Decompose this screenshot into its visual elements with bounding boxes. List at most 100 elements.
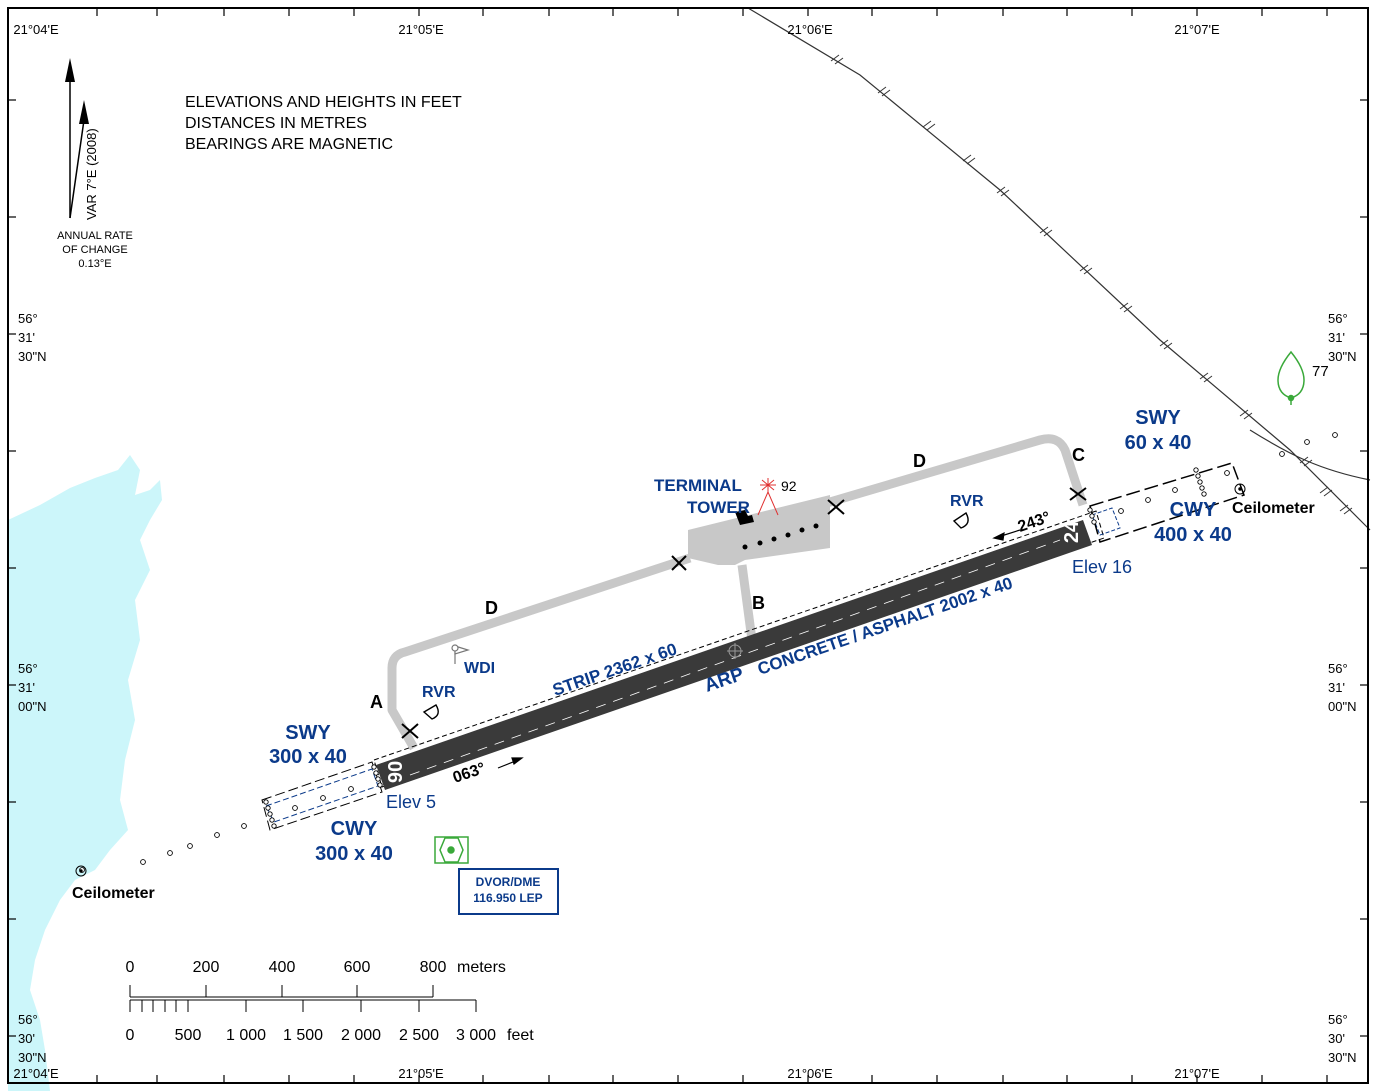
east-swy-title: SWY bbox=[1135, 407, 1181, 429]
taxiway-label-c: C bbox=[1072, 445, 1085, 465]
threshold-light bbox=[1201, 491, 1207, 497]
scale-m-unit: meters bbox=[457, 959, 506, 976]
threshold-light bbox=[263, 799, 269, 805]
navaid-type: DVOR/DME bbox=[476, 875, 541, 889]
approach-light bbox=[292, 805, 298, 811]
scale-m-400: 400 bbox=[269, 959, 296, 976]
threshold-light bbox=[1091, 519, 1097, 525]
east-swy-dims: 60 x 40 bbox=[1125, 432, 1192, 454]
west-cwy-title: CWY bbox=[331, 818, 378, 840]
scale-m-600: 600 bbox=[344, 959, 371, 976]
rail-tick bbox=[877, 86, 891, 97]
threshold-light bbox=[1197, 479, 1203, 485]
rail-tick bbox=[962, 154, 976, 165]
west-swy-title: SWY bbox=[285, 722, 331, 744]
lat-left-1-min: 31' bbox=[18, 330, 35, 345]
threshold-light bbox=[271, 823, 277, 829]
tower-label: TOWER bbox=[687, 498, 750, 517]
magnetic-variation: VAR 7°E (2008) bbox=[84, 128, 99, 220]
lat-left-2-sec: 00"N bbox=[18, 699, 46, 714]
obstacle-height: 77 bbox=[1312, 363, 1329, 380]
east-cwy-dims: 400 x 40 bbox=[1154, 524, 1232, 546]
lat-left-3: 56° 30' 30"N bbox=[18, 1012, 46, 1065]
rate-line-1: ANNUAL RATE bbox=[57, 230, 133, 242]
runway-designator-24: 24 bbox=[1061, 520, 1083, 543]
ceilometer-east-label: Ceilometer bbox=[1232, 500, 1315, 517]
rail-tick bbox=[1319, 486, 1333, 497]
rail-tick bbox=[922, 120, 936, 131]
taxiway-a-d bbox=[387, 553, 692, 751]
rail-tick bbox=[1239, 409, 1253, 420]
threshold-light bbox=[375, 776, 381, 782]
lat-left-2-deg: 56° bbox=[18, 661, 38, 676]
approach-light bbox=[1118, 508, 1124, 514]
approach-light bbox=[1224, 470, 1230, 476]
approach-light bbox=[214, 832, 220, 838]
scale-ft-500: 500 bbox=[175, 1027, 202, 1044]
rail-tick bbox=[1159, 339, 1173, 350]
approach-light bbox=[348, 786, 354, 792]
lat-right-1-deg: 56° bbox=[1328, 311, 1348, 326]
approach-light bbox=[140, 859, 146, 865]
east-cwy-title: CWY bbox=[1170, 499, 1217, 521]
lon-top-1: 21°04'E bbox=[13, 22, 59, 37]
rail-tick bbox=[1199, 372, 1213, 383]
threshold-light bbox=[1089, 513, 1095, 519]
taxiway-system bbox=[387, 434, 1088, 751]
threshold-light bbox=[269, 817, 275, 823]
terminal-building bbox=[735, 510, 754, 525]
lat-left-3-deg: 56° bbox=[18, 1012, 38, 1027]
lon-bottom-3: 21°06'E bbox=[787, 1066, 833, 1081]
lat-left-1: 56° 31' 30"N bbox=[18, 311, 46, 364]
lon-bottom-4: 21°07'E bbox=[1174, 1066, 1220, 1081]
runway-designator-06: 06 bbox=[383, 761, 405, 783]
approach-light bbox=[167, 850, 173, 856]
bearing-arrows bbox=[497, 529, 1021, 769]
lon-bottom-2: 21°05'E bbox=[398, 1066, 444, 1081]
approach-light bbox=[187, 843, 193, 849]
railway-line bbox=[747, 7, 1371, 531]
apron bbox=[688, 495, 830, 565]
threshold-light bbox=[1195, 473, 1201, 479]
taxiway-label-a: A bbox=[370, 692, 383, 712]
taxiway-label-d-east: D bbox=[913, 451, 926, 471]
threshold-light bbox=[1193, 467, 1199, 473]
tower-height: 92 bbox=[781, 478, 797, 494]
lat-left-1-deg: 56° bbox=[18, 311, 38, 326]
lat-left-3-min: 30' bbox=[18, 1031, 35, 1046]
rail-tick bbox=[1039, 226, 1053, 237]
threshold-light bbox=[371, 764, 377, 770]
note-bearings: BEARINGS ARE MAGNETIC bbox=[185, 136, 393, 153]
navaid-frequency: 116.950 LEP bbox=[473, 891, 542, 905]
rvr-symbols bbox=[422, 511, 969, 720]
scale-m-200: 200 bbox=[193, 959, 220, 976]
rail-tick bbox=[1079, 264, 1093, 275]
approach-light bbox=[1332, 432, 1338, 438]
rail-tick bbox=[830, 54, 844, 65]
threshold-light bbox=[1199, 485, 1205, 491]
holding-points bbox=[401, 487, 1087, 739]
taxiway-label-b: B bbox=[752, 593, 765, 613]
west-clearway bbox=[261, 761, 383, 831]
rate-value: 0.13°E bbox=[78, 258, 111, 270]
lat-right-1: 56° 31' 30"N bbox=[1328, 311, 1356, 364]
rail-tick bbox=[996, 186, 1010, 197]
scale-ft-2500: 2 500 bbox=[399, 1027, 439, 1044]
approach-light bbox=[1172, 487, 1178, 493]
rate-line-2: OF CHANGE bbox=[62, 244, 127, 256]
rail-tick bbox=[1339, 504, 1353, 515]
scale-ft-1000: 1 000 bbox=[226, 1027, 266, 1044]
threshold-light bbox=[267, 811, 273, 817]
taxiway-b bbox=[737, 564, 757, 641]
rail-tick bbox=[1299, 456, 1313, 467]
tree-obstacle bbox=[1277, 350, 1305, 405]
water-area bbox=[8, 455, 162, 1091]
threshold-light bbox=[377, 782, 383, 788]
railway-ticks bbox=[830, 54, 1353, 515]
lat-right-3: 56° 30' 30"N bbox=[1328, 1012, 1356, 1065]
scale-ft-2000: 2 000 bbox=[341, 1027, 381, 1044]
east-stopway bbox=[1091, 507, 1121, 536]
approach-light bbox=[1304, 439, 1310, 445]
threshold-light bbox=[373, 770, 379, 776]
